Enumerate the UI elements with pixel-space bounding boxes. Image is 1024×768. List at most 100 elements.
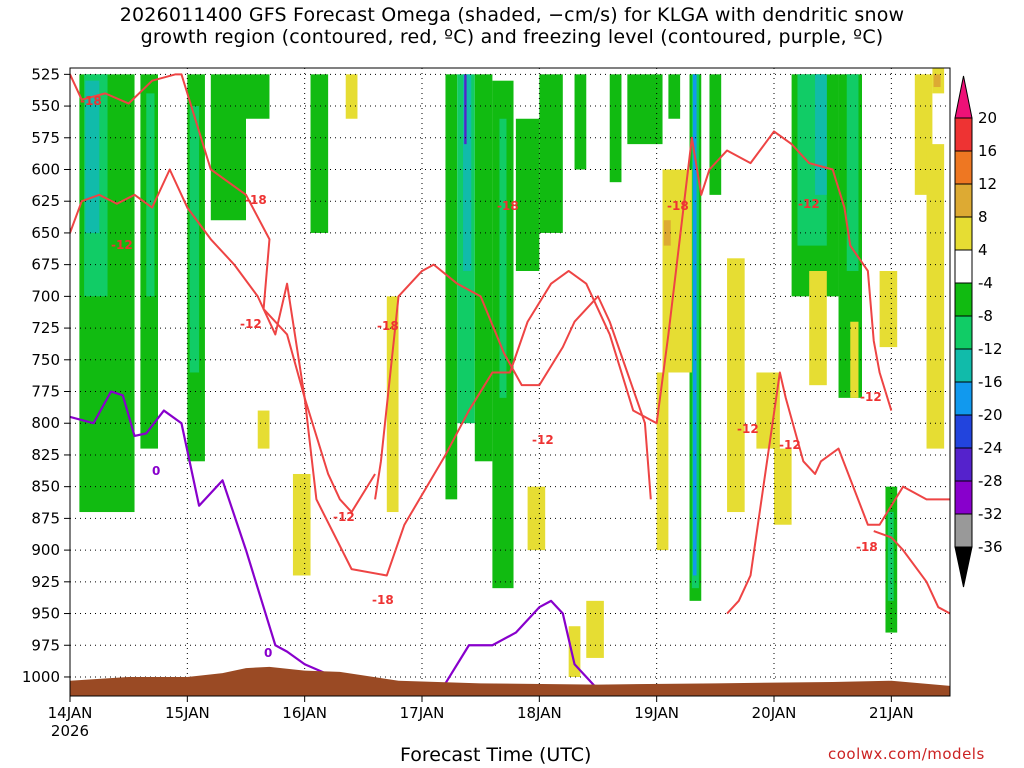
- x-tick-label: 14JAN: [48, 704, 93, 722]
- dgz-contour: [70, 168, 376, 514]
- chart-title-line1: 2026011400 GFS Forecast Omega (shaded, −…: [119, 4, 905, 26]
- contour-labels: -18 -12 -18 -12 -18 -12 -18 -12 -18 -12 -12 -12 -18 -…: [80, 94, 882, 660]
- colorbar-label: -20: [978, 406, 1003, 424]
- omega-band: [474, 74, 493, 462]
- x-tick-label: 20JAN: [752, 704, 797, 722]
- omega-band: [527, 486, 546, 551]
- omega-band: [709, 74, 722, 195]
- dgz-contour: [374, 263, 652, 500]
- omega-band: [445, 74, 458, 500]
- colorbar-label: -36: [978, 538, 1003, 556]
- omega-band: [663, 220, 671, 246]
- omega-band: [850, 321, 859, 398]
- y-tick-label: 675: [31, 256, 60, 274]
- red-contour-label: -18: [245, 193, 267, 207]
- omega-band: [515, 118, 540, 271]
- omega-band: [846, 74, 859, 271]
- omega-band: [574, 74, 587, 170]
- terrain-area: [70, 666, 950, 696]
- colorbar-segment: [954, 381, 973, 416]
- colorbar-segment: [954, 183, 973, 218]
- red-contour-label: -12: [779, 438, 801, 452]
- colorbar-segment: [954, 447, 973, 482]
- colorbar-segment: [954, 117, 973, 152]
- x-tick-label: 18JAN: [517, 704, 562, 722]
- omega-band: [879, 270, 898, 348]
- x-year-label: 2026: [51, 722, 89, 740]
- x-tick-label: 15JAN: [165, 704, 210, 722]
- red-contour-label: -18: [80, 94, 102, 108]
- omega-band: [257, 410, 270, 449]
- omega-band: [246, 74, 270, 119]
- omega-band: [656, 372, 669, 551]
- chart-title: 2026011400 GFS Forecast Omega (shaded, −…: [0, 4, 1024, 48]
- x-tick-label: 19JAN: [634, 704, 679, 722]
- red-contour-label: -12: [532, 433, 554, 447]
- red-contour-label: -12: [333, 510, 355, 524]
- colorbar-label: -16: [978, 373, 1003, 391]
- omega-band: [887, 512, 894, 601]
- colorbar-top-arrow: [954, 75, 973, 119]
- red-contour-label: -18: [667, 199, 689, 213]
- y-tick-label: 750: [31, 351, 60, 369]
- x-tick-label: 16JAN: [282, 704, 327, 722]
- x-axis-ticks: 14JAN 15JAN 16JAN 17JAN 18JAN 19JAN 20JAN 21JAN…: [48, 696, 914, 740]
- y-tick-label: 700: [31, 287, 60, 305]
- colorbar-segment: [954, 282, 973, 317]
- omega-band: [463, 74, 472, 271]
- colorbar-segment: [954, 480, 973, 515]
- colorbar-segment: [954, 216, 973, 251]
- y-tick-label: 925: [31, 573, 60, 591]
- red-contour-label: -12: [240, 317, 262, 331]
- colorbar-label: -4: [978, 274, 993, 292]
- omega-band: [345, 74, 358, 119]
- y-tick-label: 650: [31, 224, 60, 242]
- credit-text: coolwx.com/models: [828, 745, 985, 763]
- x-tick-label: 21JAN: [869, 704, 914, 722]
- omega-band: [609, 74, 622, 183]
- colorbar-segment: [954, 414, 973, 449]
- red-contour-label: -12: [860, 390, 882, 404]
- omega-band: [809, 270, 827, 386]
- colorbar: 20 16 12 8 4 -4 -8 -12 -16 -20 -24 -28 -32 -36: [954, 75, 1003, 588]
- x-axis-label: Forecast Time (UTC): [400, 744, 592, 766]
- red-contour-label: -12: [798, 197, 820, 211]
- omega-band: [756, 372, 780, 449]
- omega-band: [539, 74, 563, 233]
- purple-contour-label: 0: [152, 464, 160, 478]
- omega-band: [933, 74, 941, 88]
- omega-band: [693, 74, 697, 576]
- plot-frame: [69, 67, 951, 697]
- y-tick-label: 575: [31, 129, 60, 147]
- y-tick-label: 825: [31, 446, 60, 464]
- colorbar-segment: [954, 315, 973, 350]
- y-tick-label: 850: [31, 478, 60, 496]
- colorbar-label: -28: [978, 472, 1003, 490]
- omega-band: [386, 296, 399, 513]
- chart-title-line2: growth region (contoured, red, ºC) and f…: [140, 26, 884, 48]
- dgz-contour: [726, 371, 950, 615]
- colorbar-label: 16: [978, 142, 997, 160]
- omega-band: [586, 600, 604, 658]
- colorbar-segment: [954, 513, 973, 548]
- colorbar-segment: [954, 249, 973, 284]
- y-tick-label: 775: [31, 383, 60, 401]
- colorbar-label: 8: [978, 208, 988, 226]
- y-tick-label: 725: [31, 319, 60, 337]
- omega-band: [310, 74, 329, 233]
- y-tick-label: 550: [31, 97, 60, 115]
- omega-band: [499, 118, 507, 398]
- colorbar-label: 20: [978, 109, 997, 127]
- y-tick-label: 525: [31, 65, 60, 83]
- y-tick-label: 950: [31, 605, 60, 623]
- colorbar-label: -12: [978, 340, 1003, 358]
- contour-lines: [70, 73, 950, 691]
- omega-band: [146, 93, 155, 297]
- y-tick-label: 900: [31, 541, 60, 559]
- freezing-level-contour: [70, 390, 634, 691]
- dgz-contour: [873, 530, 950, 615]
- colorbar-segment: [954, 348, 973, 383]
- red-contour-label: -12: [111, 238, 133, 252]
- omega-band: [815, 74, 827, 195]
- y-axis-ticks: 525 550 575 600 625 650 675 700 725 750 775 800 825 8…: [22, 65, 70, 686]
